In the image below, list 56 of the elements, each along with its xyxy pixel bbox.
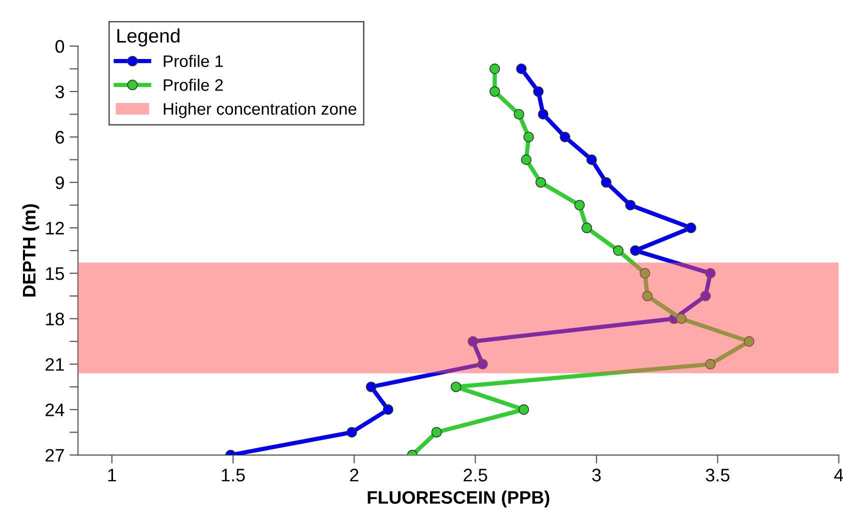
point xyxy=(450,382,462,392)
x-tick-label: 1 xyxy=(108,468,116,482)
legend-title: Legend xyxy=(117,28,180,47)
point xyxy=(382,404,394,415)
legend-label: Higher concentration zone xyxy=(164,102,356,118)
x-tick-label: 2 xyxy=(350,468,358,482)
point xyxy=(366,382,376,392)
y-axis-title: DEPTH (m) xyxy=(22,204,40,296)
point xyxy=(630,245,641,256)
y-tick-label: 3 xyxy=(55,85,64,98)
point xyxy=(514,108,524,120)
point xyxy=(523,132,534,142)
x-tick-label: 3 xyxy=(592,468,601,482)
point xyxy=(516,64,527,74)
point xyxy=(642,290,653,302)
x-tick-label: 1.5 xyxy=(222,468,245,482)
point xyxy=(613,245,624,256)
point xyxy=(560,132,570,142)
point xyxy=(468,336,478,347)
y-tick-label: 6 xyxy=(56,130,64,144)
point xyxy=(518,404,530,415)
point xyxy=(489,86,500,97)
point xyxy=(346,427,358,438)
x-tick-label: 3.5 xyxy=(706,468,730,482)
y-tick-label: 9 xyxy=(56,176,64,190)
point xyxy=(535,177,546,188)
point xyxy=(686,222,696,234)
point xyxy=(705,268,716,279)
y-tick-label: 18 xyxy=(46,312,64,326)
y-tick-label: 12 xyxy=(46,222,64,234)
legend-label: Profile 1 xyxy=(164,54,223,68)
point xyxy=(600,177,612,188)
point xyxy=(489,64,500,74)
point xyxy=(705,358,716,370)
legend-label: Profile 2 xyxy=(164,78,223,91)
point xyxy=(538,108,548,120)
point xyxy=(744,336,754,347)
y-tick-label: 27 xyxy=(46,448,64,462)
point xyxy=(431,427,442,438)
point xyxy=(520,154,532,165)
point xyxy=(676,313,687,324)
point xyxy=(640,268,650,279)
point xyxy=(586,154,597,165)
y-tick-label: 24 xyxy=(46,404,64,416)
point xyxy=(574,200,585,210)
y-tick-label: 0 xyxy=(55,40,64,53)
point xyxy=(700,290,711,302)
y-tick-label: 21 xyxy=(46,358,64,371)
point xyxy=(477,358,488,370)
point xyxy=(625,200,636,210)
point xyxy=(533,86,544,97)
y-tick-label: 15 xyxy=(46,267,64,280)
point xyxy=(582,222,592,234)
x-tick-label: 2.5 xyxy=(464,468,488,482)
x-tick-label: 4 xyxy=(834,468,843,482)
x-axis-title: FLUORESCEIN (PPB) xyxy=(368,490,550,508)
